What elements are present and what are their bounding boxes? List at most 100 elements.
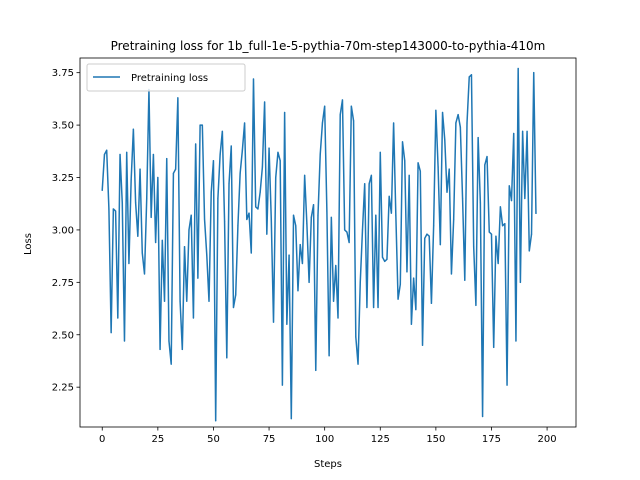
data-point <box>284 111 286 114</box>
y-tick-label: 2.50 <box>52 330 74 341</box>
data-point <box>264 101 266 103</box>
data-point <box>101 189 103 191</box>
data-point <box>259 191 261 193</box>
data-point <box>399 283 401 286</box>
data-point <box>188 229 190 231</box>
data-point <box>437 166 439 168</box>
data-point <box>497 262 499 265</box>
data-point <box>266 233 268 235</box>
data-point <box>250 252 252 254</box>
axes-frame <box>79 57 577 428</box>
data-point <box>522 130 524 132</box>
data-point <box>108 208 110 210</box>
data-point <box>493 346 495 348</box>
data-point <box>217 197 219 200</box>
data-point <box>350 105 352 107</box>
data-point <box>526 130 528 132</box>
data-point <box>246 218 248 221</box>
data-point <box>488 231 490 233</box>
data-point <box>235 294 237 296</box>
data-point <box>441 111 444 114</box>
data-point <box>106 149 108 151</box>
data-point <box>297 290 299 292</box>
y-tick-label: 3.50 <box>52 121 74 132</box>
y-tick-label: 3.00 <box>52 225 74 236</box>
data-point <box>141 252 143 254</box>
data-point <box>361 229 364 231</box>
data-point <box>114 210 117 212</box>
data-point <box>404 160 406 162</box>
data-point <box>143 273 146 275</box>
data-point <box>473 246 475 248</box>
data-point <box>192 317 195 319</box>
data-point <box>150 216 152 218</box>
data-point <box>519 281 521 283</box>
data-point <box>499 206 501 208</box>
data-point <box>324 105 326 107</box>
data-point <box>112 208 114 210</box>
data-point <box>170 363 172 365</box>
data-point <box>355 336 357 338</box>
data-point <box>268 147 270 149</box>
y-tick-label: 3.25 <box>52 173 74 184</box>
data-point <box>239 172 241 174</box>
data-point <box>212 160 215 162</box>
data-point <box>215 420 217 422</box>
data-point <box>366 306 368 309</box>
data-point <box>237 225 239 227</box>
data-point <box>181 348 183 351</box>
data-point <box>464 279 466 281</box>
data-point <box>177 97 179 99</box>
data-point <box>450 273 453 275</box>
y-tick-label: 3.75 <box>52 68 74 79</box>
series-line <box>101 67 537 422</box>
data-point <box>413 277 415 279</box>
data-point <box>199 124 201 126</box>
data-point <box>481 415 484 418</box>
data-point <box>275 176 277 179</box>
data-point <box>408 174 410 177</box>
data-point <box>490 233 493 235</box>
x-tick-label: 0 <box>99 434 105 445</box>
data-point <box>506 384 508 386</box>
chart-title: Pretraining loss for 1b_full-1e-5-pythia… <box>111 39 546 53</box>
data-point <box>390 212 392 214</box>
data-point <box>315 369 317 371</box>
data-point <box>137 235 139 237</box>
data-point <box>328 355 330 357</box>
data-point <box>373 306 375 309</box>
data-point <box>223 220 226 223</box>
data-point <box>186 300 188 302</box>
data-point <box>326 210 328 212</box>
x-tick-label: 200 <box>538 434 557 445</box>
data-point <box>308 281 310 283</box>
data-point <box>299 244 301 246</box>
legend-box <box>86 63 246 92</box>
data-point <box>132 128 134 130</box>
data-point <box>468 76 470 78</box>
data-point <box>317 214 319 216</box>
data-point <box>470 74 473 76</box>
data-point <box>430 302 433 304</box>
x-tick-label: 50 <box>207 434 220 445</box>
data-point <box>486 155 488 158</box>
data-point <box>332 300 335 302</box>
x-tick-label: 100 <box>315 434 334 445</box>
data-point <box>502 225 504 227</box>
data-point <box>475 304 477 306</box>
data-point <box>183 246 186 248</box>
data-point <box>495 235 497 237</box>
data-point <box>415 308 417 311</box>
x-tick-label: 25 <box>151 434 164 445</box>
data-point <box>455 122 457 124</box>
data-point <box>146 197 148 200</box>
data-point <box>517 67 519 70</box>
data-point <box>243 122 246 124</box>
data-point <box>159 348 161 351</box>
data-point <box>321 122 324 124</box>
data-point <box>139 168 141 170</box>
data-point <box>335 264 337 267</box>
data-point <box>395 214 397 216</box>
data-point <box>461 197 464 200</box>
data-point <box>310 216 312 218</box>
